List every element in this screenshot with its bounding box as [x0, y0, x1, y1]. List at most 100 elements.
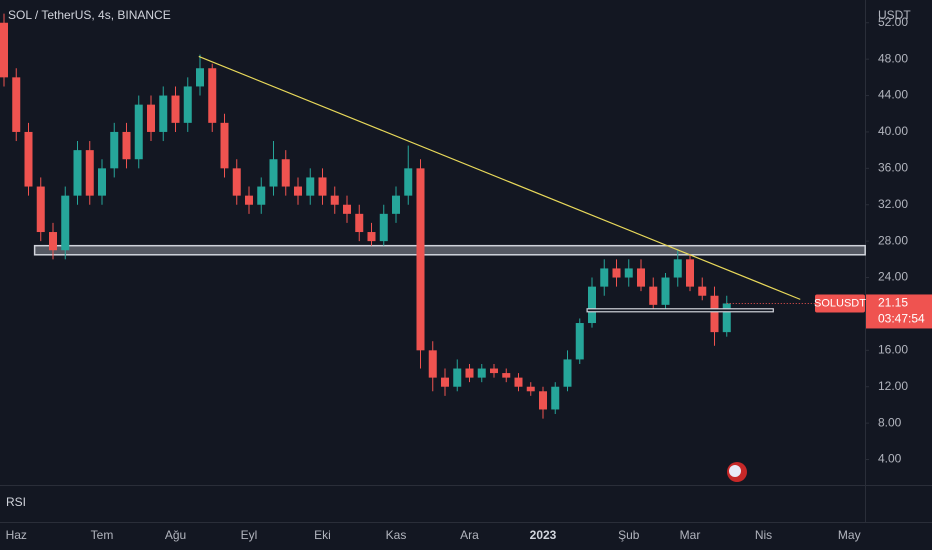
countdown-label: 03:47:54 — [878, 312, 925, 326]
candle-body — [0, 22, 8, 78]
candle-body — [269, 159, 278, 187]
flag-icon-inner[interactable] — [729, 465, 741, 477]
candle-body — [600, 268, 609, 287]
candle-body — [330, 195, 339, 205]
candle-body — [686, 259, 694, 287]
candle-body — [612, 268, 621, 278]
candle-body — [343, 204, 351, 214]
x-tick-label: Nis — [755, 528, 772, 542]
x-tick-label: 2023 — [530, 528, 557, 542]
y-tick-label: 52.00 — [878, 15, 908, 29]
x-tick-label: Ağu — [165, 528, 186, 542]
candle-body — [514, 377, 523, 387]
candle-body — [404, 168, 413, 196]
candle-body — [465, 368, 474, 378]
candle-body — [502, 373, 511, 378]
y-tick-label: 40.00 — [878, 124, 908, 138]
candle-body — [171, 95, 180, 123]
candle-body — [306, 177, 315, 196]
candle-body — [232, 168, 241, 196]
trendline — [198, 55, 801, 300]
candle-body — [649, 286, 658, 305]
candle-body — [61, 195, 70, 251]
candle-body — [416, 168, 425, 351]
candle-body — [710, 295, 719, 333]
candle-body — [36, 186, 45, 233]
candle-body — [673, 259, 682, 278]
price-axis-unit: USDT — [878, 8, 911, 22]
candle-body — [98, 168, 106, 196]
candle-body — [85, 150, 94, 196]
y-tick-label: 36.00 — [878, 161, 908, 175]
y-tick-label: 12.00 — [878, 379, 908, 393]
y-tick-label: 16.00 — [878, 343, 908, 357]
x-tick-label: Şub — [618, 528, 640, 542]
x-tick-label: Mar — [680, 528, 701, 542]
candle-body — [441, 377, 449, 387]
y-tick-label: 32.00 — [878, 197, 908, 211]
candle-body — [722, 303, 731, 333]
y-tick-label: 8.00 — [878, 415, 902, 429]
candle-body — [318, 177, 327, 196]
resistance-zone — [33, 244, 866, 256]
candle-body — [134, 104, 143, 160]
x-tick-label: Ara — [460, 528, 479, 542]
candle-body — [428, 350, 437, 378]
candle-body — [563, 359, 572, 387]
candle-body — [294, 186, 302, 196]
x-tick-label: Tem — [91, 528, 114, 542]
candle-body — [539, 391, 547, 410]
candle-body — [147, 104, 155, 132]
y-tick-label: 44.00 — [878, 88, 908, 102]
candle-body — [257, 186, 266, 205]
x-tick-label: Eyl — [241, 528, 258, 542]
candle-body — [355, 213, 364, 233]
candle-body — [526, 386, 535, 392]
candle-body — [490, 368, 498, 374]
y-tick-label: 4.00 — [878, 452, 902, 466]
support-line — [586, 308, 774, 313]
candle-body — [24, 131, 33, 187]
candle-body — [73, 150, 82, 196]
plot-area — [0, 13, 866, 419]
symbol-title: SOL / TetherUS, 4s, BINANCE — [8, 8, 171, 22]
price-tag-label: 21.15 — [878, 296, 908, 310]
y-tick-label: 28.00 — [878, 233, 908, 247]
x-tick-label: Haz — [6, 528, 27, 542]
flag-icon[interactable] — [727, 462, 747, 482]
candle-body — [551, 386, 560, 410]
candle-body — [698, 286, 707, 296]
candle-body — [208, 68, 217, 123]
candle-body — [183, 86, 192, 123]
candle-body — [637, 268, 645, 287]
candle-body — [122, 131, 131, 160]
price-tag — [866, 294, 932, 329]
candle-body — [477, 368, 486, 378]
candle-body — [624, 268, 633, 278]
x-tick-label: May — [838, 528, 861, 542]
candle-body — [196, 68, 204, 87]
candle-body — [281, 159, 290, 187]
y-tick-label: 48.00 — [878, 51, 908, 65]
candle-body — [49, 232, 57, 251]
candle-body — [110, 131, 119, 169]
rsi-pane-label: RSI — [6, 495, 26, 509]
candle-body — [392, 195, 400, 214]
symbol-tag-label: SOLUSDT — [814, 297, 866, 309]
symbol-tag — [815, 294, 865, 313]
candle-body — [379, 213, 388, 242]
candle-body — [245, 195, 253, 205]
candle-body — [588, 286, 596, 324]
candle-body — [367, 232, 376, 242]
y-tick-label: 24.00 — [878, 270, 908, 284]
candle-body — [159, 95, 168, 132]
x-tick-label: Eki — [314, 528, 331, 542]
candle-body — [575, 323, 584, 360]
candle-body — [661, 277, 670, 305]
x-tick-label: Kas — [386, 528, 407, 542]
candle-body — [220, 122, 229, 169]
candle-body — [453, 368, 462, 387]
candle-body — [12, 77, 21, 132]
